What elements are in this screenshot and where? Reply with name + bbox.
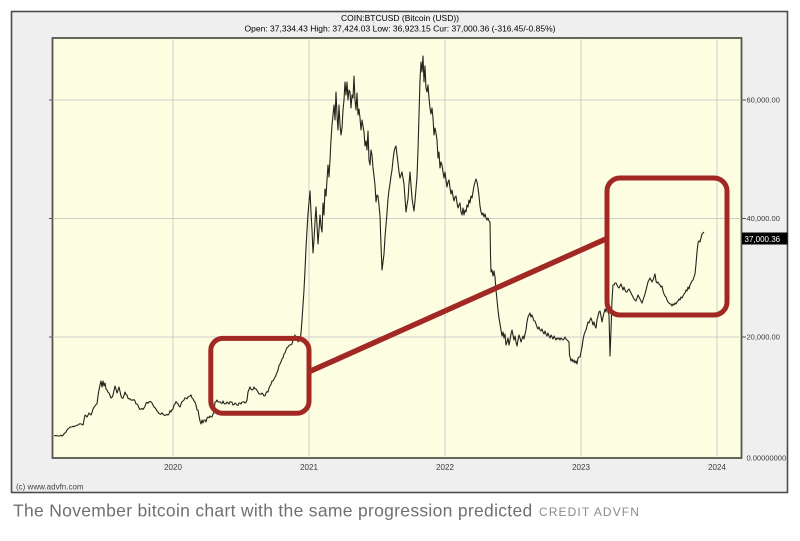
svg-text:37,000.36: 37,000.36 bbox=[745, 235, 781, 244]
svg-text:2020: 2020 bbox=[164, 463, 182, 472]
svg-text:COIN:BTCUSD (Bitcoin (USD)): COIN:BTCUSD (Bitcoin (USD)) bbox=[341, 13, 459, 23]
svg-text:20,000.00: 20,000.00 bbox=[747, 333, 780, 342]
svg-text:40,000.00: 40,000.00 bbox=[747, 214, 780, 223]
svg-text:2021: 2021 bbox=[300, 463, 318, 472]
svg-text:Open: 37,334.43 High: 37,424.0: Open: 37,334.43 High: 37,424.03 Low: 36,… bbox=[245, 24, 556, 34]
svg-text:(c) www.advfn.com: (c) www.advfn.com bbox=[16, 483, 84, 492]
svg-text:0.00000000: 0.00000000 bbox=[747, 454, 787, 463]
svg-text:The November bitcoin chart wit: The November bitcoin chart with the same… bbox=[13, 501, 533, 521]
svg-text:CREDIT ADVFN: CREDIT ADVFN bbox=[539, 505, 640, 519]
svg-text:2023: 2023 bbox=[572, 463, 590, 472]
svg-text:2024: 2024 bbox=[708, 463, 726, 472]
svg-text:2022: 2022 bbox=[436, 463, 454, 472]
svg-text:60,000.00: 60,000.00 bbox=[747, 96, 780, 105]
